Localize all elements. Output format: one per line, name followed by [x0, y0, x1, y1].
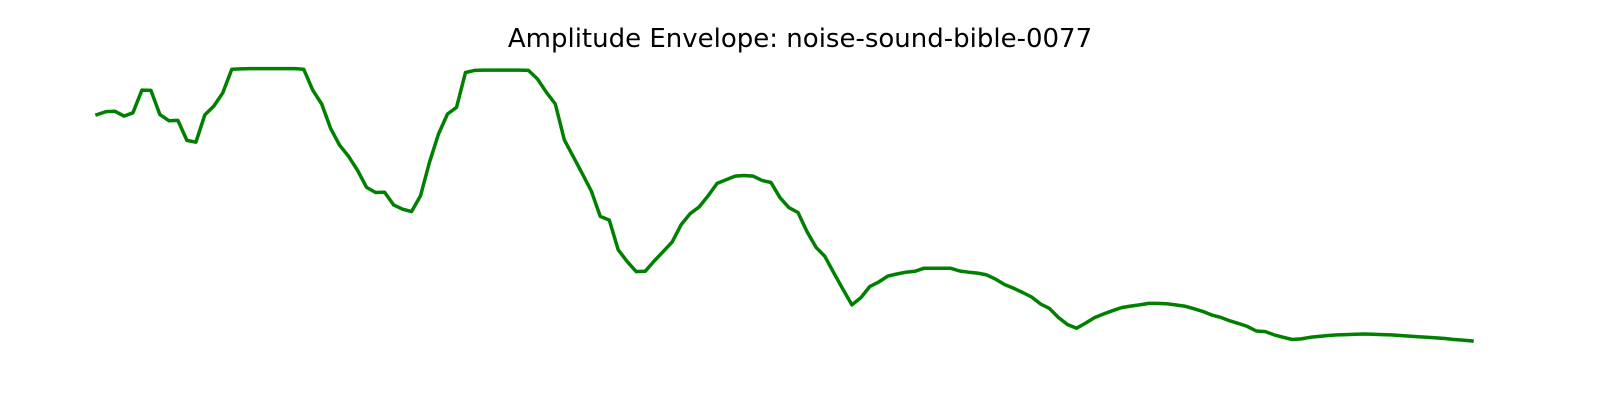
chart-title: Amplitude Envelope: noise-sound-bible-00… — [507, 24, 1093, 54]
envelope-line-series-0 — [94, 66, 1474, 343]
